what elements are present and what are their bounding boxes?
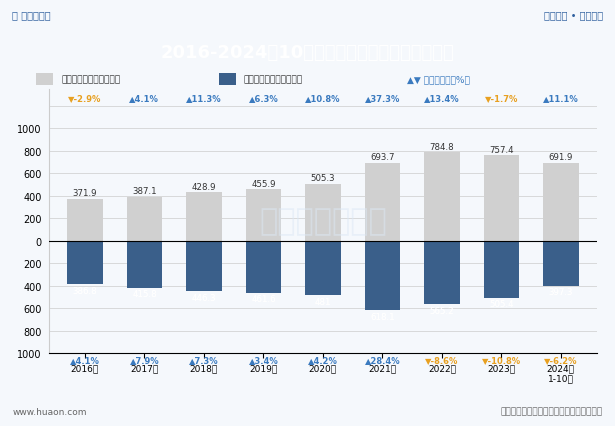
Text: 🔷 华经情报网: 🔷 华经情报网 bbox=[12, 10, 51, 20]
Text: 出口商品总值（亿美元）: 出口商品总值（亿美元） bbox=[61, 75, 121, 84]
Text: 446.3: 446.3 bbox=[192, 293, 216, 302]
Text: ▲11.3%: ▲11.3% bbox=[186, 94, 221, 103]
Text: 428.9: 428.9 bbox=[192, 182, 216, 191]
Bar bbox=[127, 241, 162, 288]
Text: ▼-6.2%: ▼-6.2% bbox=[544, 355, 577, 364]
Text: ▲7.9%: ▲7.9% bbox=[130, 355, 159, 364]
Bar bbox=[186, 193, 222, 241]
Text: 693.7: 693.7 bbox=[370, 153, 395, 161]
Text: 505.4: 505.4 bbox=[489, 299, 514, 309]
Text: 505.3: 505.3 bbox=[311, 174, 335, 183]
Text: 386.8: 386.8 bbox=[73, 286, 97, 295]
Bar bbox=[219, 74, 236, 86]
Text: ▼-10.8%: ▼-10.8% bbox=[482, 355, 521, 364]
Bar bbox=[305, 184, 341, 241]
Text: 565.2: 565.2 bbox=[429, 306, 454, 315]
Text: ▲10.8%: ▲10.8% bbox=[305, 94, 341, 103]
Text: ▲6.3%: ▲6.3% bbox=[248, 94, 278, 103]
Text: ▲3.4%: ▲3.4% bbox=[248, 355, 278, 364]
Bar bbox=[245, 190, 281, 241]
Text: 618.1: 618.1 bbox=[370, 312, 395, 321]
Bar bbox=[67, 199, 103, 241]
Text: ▲11.1%: ▲11.1% bbox=[543, 94, 579, 103]
Bar bbox=[245, 241, 281, 293]
Text: 757.4: 757.4 bbox=[489, 145, 514, 154]
Bar bbox=[365, 163, 400, 241]
Text: ▲4.2%: ▲4.2% bbox=[308, 355, 338, 364]
Text: ▲28.4%: ▲28.4% bbox=[365, 355, 400, 364]
Text: ▲4.1%: ▲4.1% bbox=[129, 94, 159, 103]
Bar bbox=[543, 164, 579, 241]
Text: ▲4.1%: ▲4.1% bbox=[70, 355, 100, 364]
Text: ▲▼ 同比增长率（%）: ▲▼ 同比增长率（%） bbox=[407, 75, 470, 84]
Text: www.huaon.com: www.huaon.com bbox=[12, 406, 87, 416]
Text: ▼-1.7%: ▼-1.7% bbox=[485, 94, 518, 103]
Text: ▲37.3%: ▲37.3% bbox=[365, 94, 400, 103]
Text: 784.8: 784.8 bbox=[429, 142, 454, 151]
Bar bbox=[483, 241, 519, 298]
Text: 专业严谨 • 客观科学: 专业严谨 • 客观科学 bbox=[544, 10, 603, 20]
Text: 2016-2024年10月中国与泰国进、出口商品总值: 2016-2024年10月中国与泰国进、出口商品总值 bbox=[161, 44, 454, 62]
Text: 386.8: 386.8 bbox=[73, 286, 97, 295]
Bar bbox=[543, 241, 579, 286]
Bar bbox=[67, 241, 103, 285]
Bar bbox=[424, 241, 459, 305]
Text: 397.3: 397.3 bbox=[549, 288, 573, 296]
Bar bbox=[424, 153, 459, 241]
Text: 进口商品总值（亿美元）: 进口商品总值（亿美元） bbox=[244, 75, 303, 84]
Text: 455.9: 455.9 bbox=[251, 179, 276, 188]
Text: ▼-8.6%: ▼-8.6% bbox=[425, 355, 459, 364]
Text: 387.1: 387.1 bbox=[132, 187, 157, 196]
Bar bbox=[186, 241, 222, 291]
Text: 691.9: 691.9 bbox=[549, 153, 573, 162]
Text: ▲7.3%: ▲7.3% bbox=[189, 355, 219, 364]
Bar bbox=[127, 198, 162, 241]
Bar bbox=[305, 241, 341, 295]
Text: ▲13.4%: ▲13.4% bbox=[424, 94, 459, 103]
Text: 371.9: 371.9 bbox=[73, 189, 97, 198]
Text: ▼-2.9%: ▼-2.9% bbox=[68, 94, 101, 103]
Text: 397.3: 397.3 bbox=[549, 288, 573, 296]
Text: 505.4: 505.4 bbox=[489, 299, 514, 309]
Text: 565.2: 565.2 bbox=[429, 306, 454, 315]
Text: 618.1: 618.1 bbox=[370, 312, 395, 321]
Text: 461.6: 461.6 bbox=[251, 295, 276, 304]
Text: 数据来源：中国海关，华经产业研究院整理: 数据来源：中国海关，华经产业研究院整理 bbox=[501, 406, 603, 416]
Bar bbox=[36, 74, 53, 86]
Text: 415.8: 415.8 bbox=[132, 290, 157, 299]
Bar bbox=[483, 156, 519, 241]
Text: 481: 481 bbox=[315, 297, 331, 306]
Bar bbox=[365, 241, 400, 311]
Text: 461.6: 461.6 bbox=[251, 295, 276, 304]
Text: 华经产业研究院: 华经产业研究院 bbox=[259, 207, 387, 236]
Text: 415.8: 415.8 bbox=[132, 290, 157, 299]
Text: 446.3: 446.3 bbox=[192, 293, 216, 302]
Text: 481: 481 bbox=[315, 297, 331, 306]
